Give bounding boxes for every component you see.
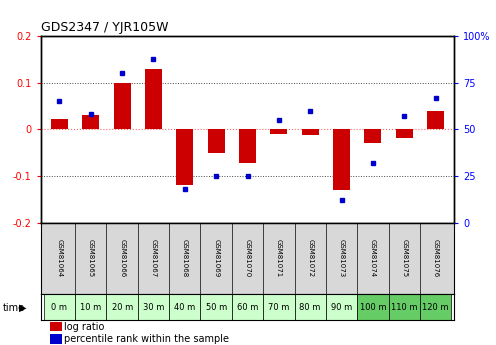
Bar bbox=[200, 294, 232, 320]
Bar bbox=[326, 294, 357, 320]
Text: 0 m: 0 m bbox=[52, 303, 67, 312]
Bar bbox=[427, 111, 444, 129]
Bar bbox=[357, 294, 388, 320]
Text: 120 m: 120 m bbox=[422, 303, 449, 312]
Bar bbox=[388, 294, 420, 320]
Bar bbox=[51, 119, 68, 129]
Text: GSM81071: GSM81071 bbox=[276, 239, 282, 277]
Text: 30 m: 30 m bbox=[143, 303, 164, 312]
Text: GSM81072: GSM81072 bbox=[307, 239, 313, 277]
Bar bbox=[364, 129, 381, 144]
Bar bbox=[207, 129, 225, 152]
Bar bbox=[176, 129, 193, 185]
Text: GSM81069: GSM81069 bbox=[213, 239, 219, 277]
Bar bbox=[44, 294, 75, 320]
Bar bbox=[50, 334, 62, 344]
Bar bbox=[50, 322, 62, 331]
Text: GSM81075: GSM81075 bbox=[401, 239, 407, 277]
Bar bbox=[114, 83, 131, 129]
Text: GSM81064: GSM81064 bbox=[57, 239, 62, 277]
Text: GDS2347 / YJR105W: GDS2347 / YJR105W bbox=[41, 21, 168, 34]
Text: 20 m: 20 m bbox=[112, 303, 133, 312]
Text: 90 m: 90 m bbox=[331, 303, 352, 312]
Bar bbox=[169, 294, 200, 320]
Text: GSM81066: GSM81066 bbox=[119, 239, 125, 277]
Text: 50 m: 50 m bbox=[205, 303, 227, 312]
Text: GSM81070: GSM81070 bbox=[245, 239, 250, 277]
Text: GSM81076: GSM81076 bbox=[433, 239, 438, 277]
Text: GSM81068: GSM81068 bbox=[182, 239, 188, 277]
Bar bbox=[396, 129, 413, 138]
Bar bbox=[263, 294, 295, 320]
Bar bbox=[107, 294, 138, 320]
Text: log ratio: log ratio bbox=[64, 322, 105, 332]
Text: GSM81067: GSM81067 bbox=[150, 239, 157, 277]
Text: ▶: ▶ bbox=[19, 303, 26, 313]
Text: 40 m: 40 m bbox=[174, 303, 195, 312]
Text: 70 m: 70 m bbox=[268, 303, 290, 312]
Bar bbox=[420, 294, 451, 320]
Bar bbox=[232, 294, 263, 320]
Bar bbox=[302, 129, 319, 135]
Bar bbox=[138, 294, 169, 320]
Bar bbox=[145, 69, 162, 129]
Text: GSM81074: GSM81074 bbox=[370, 239, 376, 277]
Text: percentile rank within the sample: percentile rank within the sample bbox=[64, 334, 230, 344]
Bar bbox=[270, 129, 288, 134]
Text: 80 m: 80 m bbox=[300, 303, 321, 312]
Bar bbox=[333, 129, 350, 190]
Text: 110 m: 110 m bbox=[391, 303, 418, 312]
Text: 10 m: 10 m bbox=[80, 303, 102, 312]
Text: 100 m: 100 m bbox=[360, 303, 386, 312]
Bar bbox=[75, 294, 107, 320]
Text: time: time bbox=[2, 303, 25, 313]
Bar bbox=[295, 294, 326, 320]
Text: GSM81065: GSM81065 bbox=[88, 239, 94, 277]
Bar bbox=[239, 129, 256, 163]
Text: GSM81073: GSM81073 bbox=[338, 239, 345, 277]
Bar bbox=[82, 115, 99, 129]
Text: 60 m: 60 m bbox=[237, 303, 258, 312]
